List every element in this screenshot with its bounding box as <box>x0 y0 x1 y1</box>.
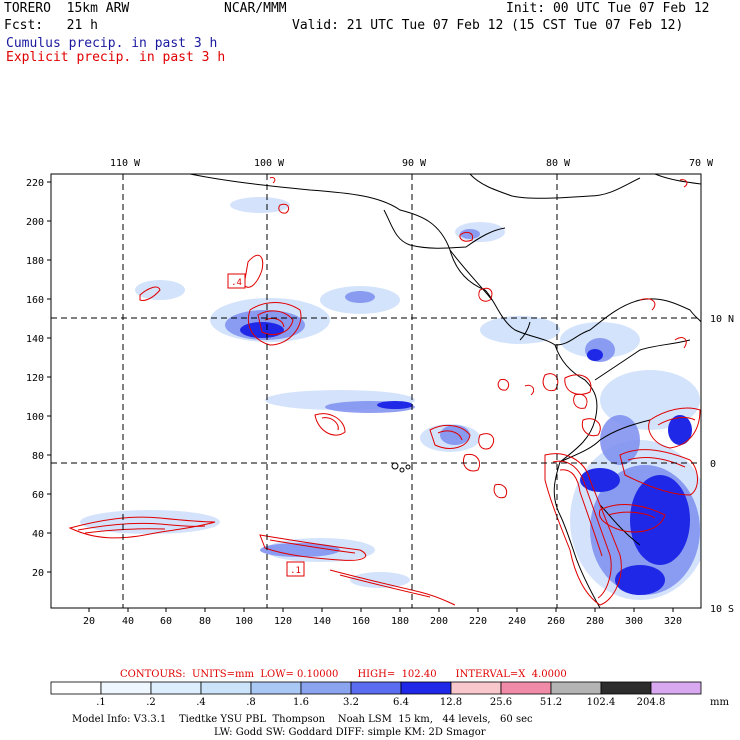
x-tick: 260 <box>547 616 565 627</box>
x-tick: 80 <box>199 616 211 627</box>
x-tick: 320 <box>664 616 682 627</box>
legend-level-label: 3.2 <box>343 697 359 708</box>
legend-swatch <box>650 681 702 695</box>
legend-level-label: 51.2 <box>540 697 562 708</box>
lon-label: 100 W <box>254 158 285 169</box>
x-tick: 100 <box>235 616 253 627</box>
legend-swatch <box>50 681 102 695</box>
legend-swatch <box>300 681 352 695</box>
y-tick: 120 <box>26 373 44 384</box>
legend-swatch <box>550 681 602 695</box>
lon-label: 70 W <box>689 158 714 169</box>
legend-swatch <box>350 681 402 695</box>
legend-level-label: 204.8 <box>637 697 666 708</box>
lon-label: 80 W <box>546 158 571 169</box>
y-tick: 20 <box>32 568 44 579</box>
legend-level-label: 6.4 <box>393 697 409 708</box>
lon-label: 110 W <box>110 158 141 169</box>
y-tick: 180 <box>26 256 44 267</box>
y-tick-labels: 220 200 180 160 140 120 100 80 60 40 20 <box>26 178 44 579</box>
x-tick: 60 <box>160 616 172 627</box>
galapagos-islands <box>391 462 411 473</box>
x-tick: 140 <box>313 616 331 627</box>
y-tick: 220 <box>26 178 44 189</box>
x-tick: 300 <box>625 616 643 627</box>
model-title: TORERO 15km ARW <box>4 1 130 16</box>
x-tick: 40 <box>122 616 134 627</box>
top-longitude-labels: 110 W 100 W 90 W 80 W 70 W <box>110 158 714 169</box>
x-tick-labels: 20 40 60 80 100 120 140 160 180 200 220 … <box>83 616 682 627</box>
x-tick: 240 <box>508 616 526 627</box>
y-tick: 60 <box>32 490 44 501</box>
x-tick: 20 <box>83 616 95 627</box>
legend-swatch <box>250 681 302 695</box>
legend-swatch <box>500 681 552 695</box>
legend-level-label: .1 <box>96 697 106 708</box>
x-tick: 200 <box>430 616 448 627</box>
legend-swatch <box>600 681 652 695</box>
lat-label: 10 N <box>710 314 734 325</box>
legend-swatch <box>200 681 252 695</box>
contour-value-labels: .4 .1 <box>227 273 305 577</box>
model-info-line1: Model Info: V3.3.1 Tiedtke YSU PBL Thomp… <box>72 714 533 725</box>
model-info-line2: LW: Godd SW: Goddard DIFF: simple KM: 2D… <box>214 727 486 738</box>
x-tick: 180 <box>391 616 409 627</box>
cumulus-legend-label: Cumulus precip. in past 3 h <box>6 36 218 51</box>
map-frame <box>50 173 702 609</box>
y-tick: 100 <box>26 412 44 423</box>
color-legend-labels: .1 .2 .4 .8 1.6 3.2 6.4 12.8 25.6 51.2 102.4 204.8 <box>96 697 665 708</box>
legend-level-label: .2 <box>146 697 156 708</box>
y-tick: 140 <box>26 334 44 345</box>
explicit-legend-label: Explicit precip. in past 3 h <box>6 50 226 65</box>
x-tick: 220 <box>469 616 487 627</box>
valid-time: Valid: 21 UTC Tue 07 Feb 12 (15 CST Tue … <box>292 18 684 33</box>
y-tick: 80 <box>32 451 44 462</box>
legend-level-label: .8 <box>246 697 256 708</box>
x-tick: 120 <box>274 616 292 627</box>
legend-level-label: 102.4 <box>587 697 616 708</box>
contour-label: .1 <box>290 566 301 576</box>
explicit-precip-contours <box>68 177 701 606</box>
legend-swatch <box>400 681 452 695</box>
legend-swatch <box>100 681 152 695</box>
lat-label: 10 S <box>710 604 734 615</box>
contour-label: .4 <box>231 278 242 288</box>
y-tick: 160 <box>26 295 44 306</box>
legend-level-label: 12.8 <box>440 697 462 708</box>
axis-ticks <box>47 181 674 612</box>
lon-label: 90 W <box>402 158 427 169</box>
color-legend-bar <box>50 681 702 695</box>
legend-level-label: 1.6 <box>293 697 309 708</box>
lat-label: 0 <box>710 459 716 470</box>
legend-unit: mm <box>710 697 729 708</box>
legend-swatch <box>150 681 202 695</box>
lat-lon-grid <box>51 174 701 608</box>
right-latitude-labels: 10 N 0 10 S <box>710 314 734 615</box>
contour-info: CONTOURS: UNITS=mm LOW= 0.10000 HIGH= 10… <box>120 669 567 680</box>
forecast-hour: Fcst: 21 h <box>4 18 98 33</box>
legend-level-label: 25.6 <box>490 697 512 708</box>
organization-label: NCAR/MMM <box>224 1 287 16</box>
heavy-precip-areas <box>240 322 692 595</box>
legend-swatch <box>450 681 502 695</box>
y-tick: 200 <box>26 217 44 228</box>
legend-level-label: .4 <box>196 697 206 708</box>
x-tick: 280 <box>586 616 604 627</box>
y-tick: 40 <box>32 529 44 540</box>
x-tick: 160 <box>352 616 370 627</box>
init-time: Init: 00 UTC Tue 07 Feb 12 <box>506 1 710 16</box>
